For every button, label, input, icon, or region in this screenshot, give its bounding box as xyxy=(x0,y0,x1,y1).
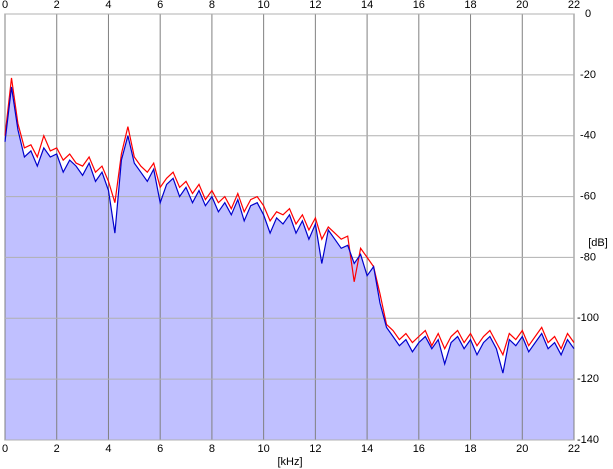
x-tick-label: 4 xyxy=(105,443,111,455)
x-tick-label: 10 xyxy=(258,443,270,455)
x-tick-label: 14 xyxy=(361,0,373,11)
x-tick-label: 18 xyxy=(464,443,476,455)
area xyxy=(5,87,574,440)
x-tick-label: 12 xyxy=(309,0,321,11)
y-tick-label: -60 xyxy=(580,190,596,202)
x-tick-label: 2 xyxy=(54,443,60,455)
x-tick-label: 6 xyxy=(157,0,163,11)
y-tick-label: -120 xyxy=(577,373,599,385)
x-tick-label: 8 xyxy=(209,443,215,455)
x-tick-label: 10 xyxy=(258,0,270,11)
x-tick-label: 16 xyxy=(413,0,425,11)
x-tick-label: 0 xyxy=(2,0,8,11)
x-tick-label: 20 xyxy=(516,443,528,455)
x-tick-label: 22 xyxy=(568,0,580,11)
x-tick-label: 0 xyxy=(2,443,8,455)
x-tick-label: 2 xyxy=(54,0,60,11)
x-tick-label: 18 xyxy=(464,0,476,11)
y-tick-label: -100 xyxy=(577,312,599,324)
x-axis-label: [kHz] xyxy=(277,456,302,468)
x-tick-label: 22 xyxy=(568,443,580,455)
y-axis-label: [dB] xyxy=(588,237,608,249)
y-tick-label: -140 xyxy=(577,434,599,446)
x-tick-label: 6 xyxy=(157,443,163,455)
x-tick-label: 20 xyxy=(516,0,528,11)
y-tick-label: -40 xyxy=(580,130,596,142)
y-tick-label: 0 xyxy=(585,8,591,20)
x-tick-label: 4 xyxy=(105,0,111,11)
x-tick-label: 8 xyxy=(209,0,215,11)
line xyxy=(4,86,575,374)
x-tick-label: 16 xyxy=(413,443,425,455)
line xyxy=(4,77,575,357)
x-tick-label: 12 xyxy=(309,443,321,455)
x-tick-label: 14 xyxy=(361,443,373,455)
y-tick-label: -20 xyxy=(580,69,596,81)
y-tick-label: -80 xyxy=(580,251,596,263)
